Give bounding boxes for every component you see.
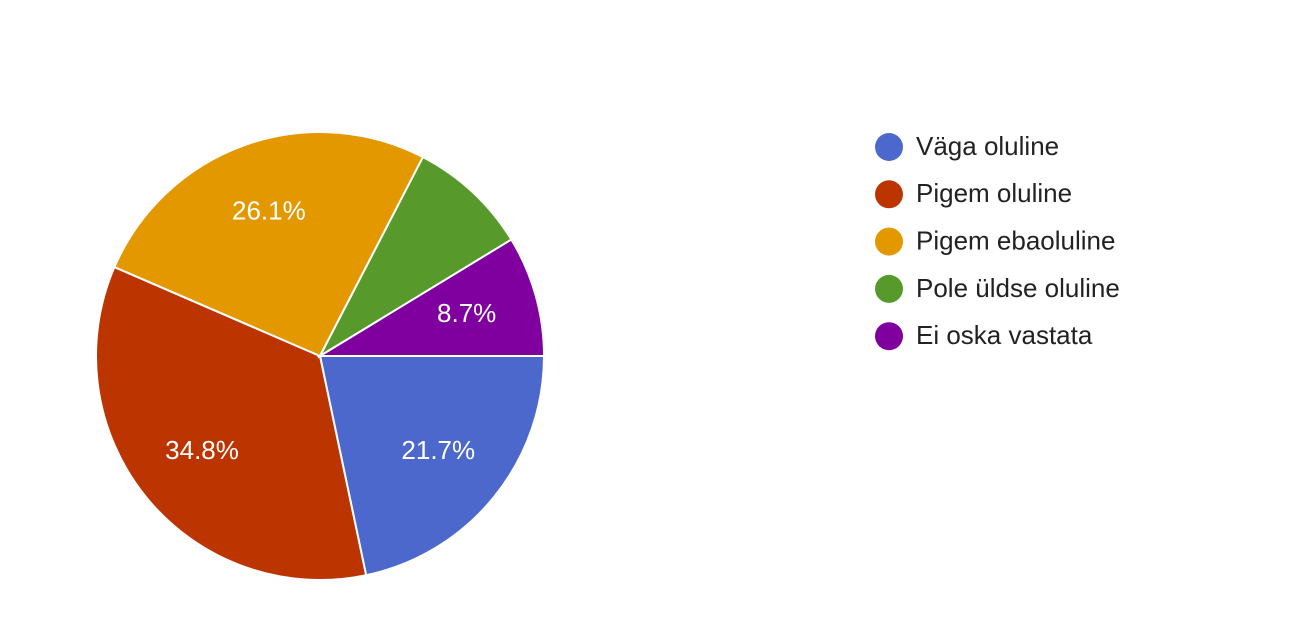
slice-label: 8.7% <box>437 298 496 328</box>
pie-slice <box>318 355 546 577</box>
pie-slice <box>316 238 546 357</box>
legend-label: Väga oluline <box>916 131 1059 161</box>
pie-slice <box>95 265 368 581</box>
slice-label: 34.8% <box>165 435 239 465</box>
pie-slice <box>317 155 513 359</box>
legend-swatch <box>875 133 903 161</box>
legend-label: Pole üldse oluline <box>916 273 1120 303</box>
legend-swatch <box>875 180 903 209</box>
legend-swatch <box>875 274 903 303</box>
legend-label: Pigem ebaoluline <box>916 225 1115 255</box>
legend-swatch <box>875 322 903 351</box>
legend-swatch <box>875 227 903 256</box>
legend-label: Pigem oluline <box>916 178 1072 208</box>
legend-label: Ei oska vastata <box>916 320 1093 350</box>
slice-label: 21.7% <box>401 435 475 465</box>
slice-label: 26.1% <box>232 195 306 225</box>
pie-slice <box>113 131 425 358</box>
